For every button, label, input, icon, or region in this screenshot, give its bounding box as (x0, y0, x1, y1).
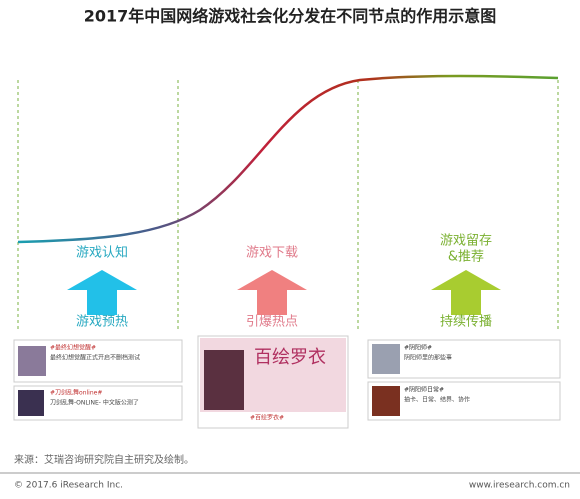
stage-top: &推荐 (448, 250, 484, 265)
card-text: 刀剑乱舞-ONLINE- 中文版公测了 (50, 399, 139, 407)
curve (17, 74, 559, 244)
arrow (67, 270, 137, 315)
card-text: 百绘罗衣 (254, 347, 326, 368)
title: 2017年中国网络游戏社会化分发在不同节点的作用示意图 (84, 7, 497, 26)
stage-bottom: 游戏预热 (76, 315, 128, 330)
card-text: 最终幻想觉醒正式开启不删档测试 (50, 354, 140, 362)
arrow (431, 270, 501, 315)
stage-bottom: 持续传播 (440, 315, 492, 330)
copyright: © 2017.6 iResearch Inc. (14, 481, 123, 491)
card-tag: #最终幻想觉醒# (50, 344, 96, 352)
card-tag: #阴阳师# (404, 344, 432, 352)
stage-top: 游戏留存 (440, 234, 492, 249)
card-tag: #百绘罗衣# (250, 414, 284, 422)
card-text: 阴阳师里的那些事 (404, 354, 452, 362)
url: www.iresearch.com.cn (469, 481, 570, 491)
stage-top: 游戏认知 (76, 245, 128, 261)
stage-bottom: 引爆热点 (246, 315, 298, 330)
source: 来源：艾瑞咨询研究院自主研究及绘制。 (14, 453, 194, 466)
arrow (237, 270, 307, 315)
stage-top: 游戏下载 (246, 246, 298, 261)
card-tag: #刀剑乱舞online# (50, 389, 102, 397)
cards: #最终幻想觉醒# 最终幻想觉醒正式开启不删档测试 #刀剑乱舞online# 刀剑… (13, 335, 561, 429)
card-tag: #阴阳师日常# (404, 386, 444, 394)
card-text: 抽卡、日常、结界、协作 (404, 396, 470, 404)
